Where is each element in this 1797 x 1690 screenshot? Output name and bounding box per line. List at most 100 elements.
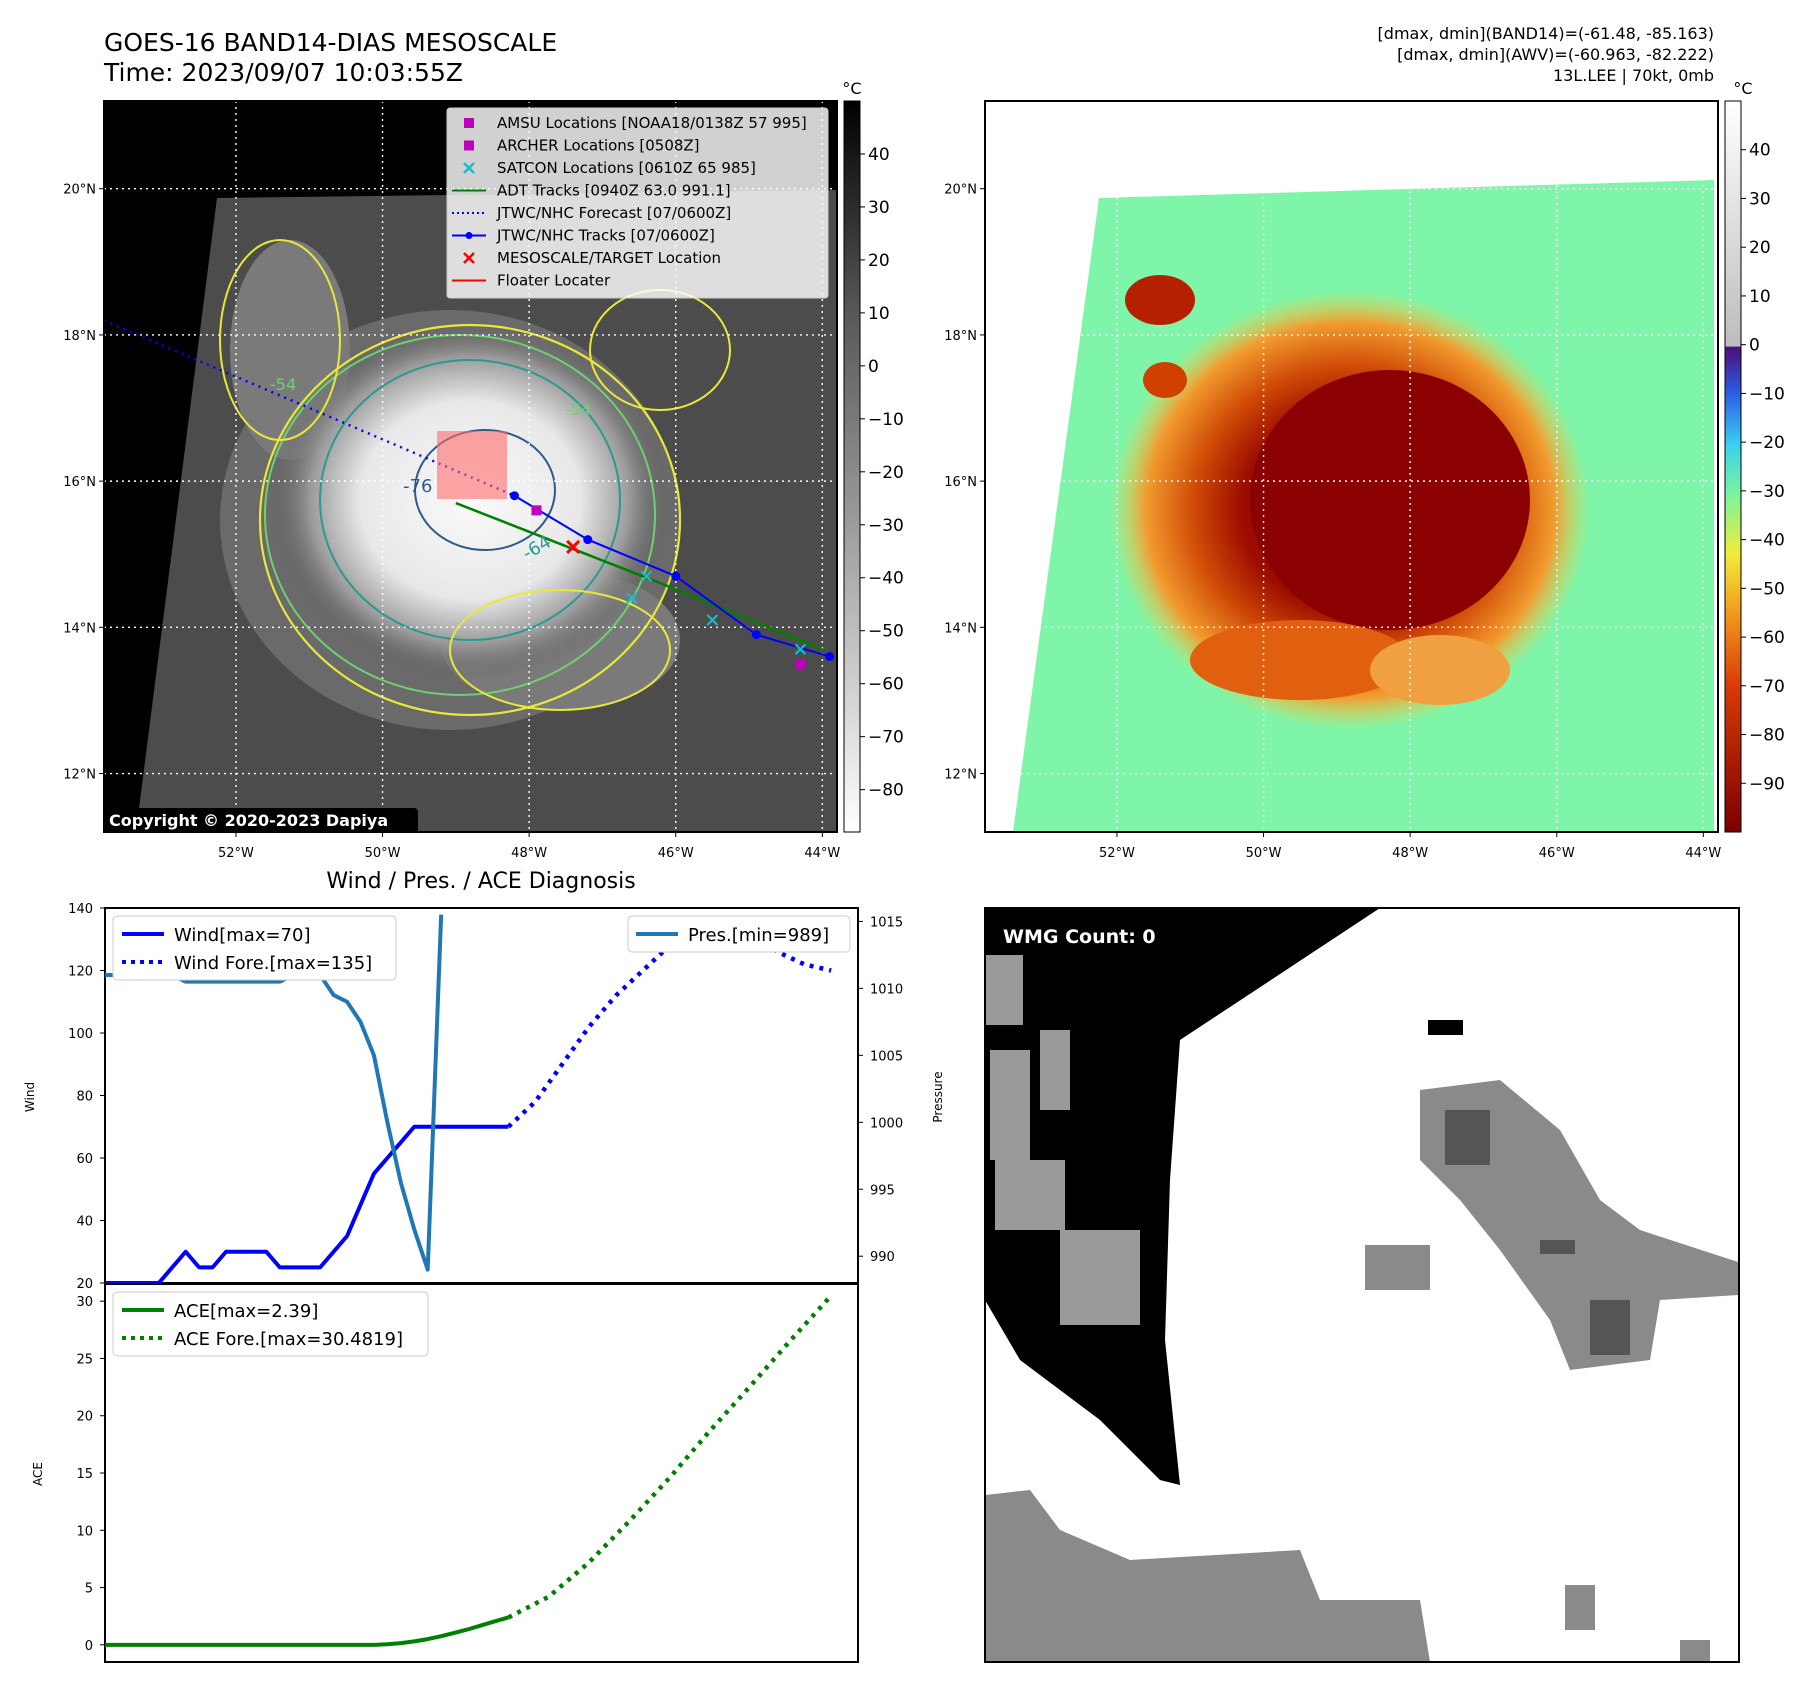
figure-time: Time: 2023/09/07 10:03:55Z [103, 58, 463, 87]
stats-band14: [dmax, dmin](BAND14)=(-61.48, -85.163) [1378, 24, 1714, 43]
ir-map-panel: -76 -64 -54 -54 AMSU Locations [NOAA18/0… [103, 100, 838, 833]
wmg-frame [984, 907, 1740, 1663]
wmg-black-region [985, 908, 1380, 1485]
legend-ace-text: ACE[max=2.39] [174, 1301, 318, 1322]
legend-marker-square [464, 140, 474, 151]
contour-76 [414, 429, 556, 551]
ace-chart-ytick-label: 0 [85, 1639, 93, 1654]
awv-colorbar-tick-label: 40 [1749, 141, 1771, 161]
wind-chart-ytick-label: 40 [76, 1215, 93, 1230]
awv-colorbar-tick-label: −50 [1749, 579, 1785, 599]
wind-chart-ytick-right-label: 995 [870, 1183, 895, 1198]
contour-label-54-b: -54 [270, 375, 296, 394]
contour-54-outer [258, 323, 682, 717]
legend-label: ADT Tracks [0940Z 63.0 991.1] [497, 182, 731, 200]
ir-colorbar: °C 40 30 20 10 0 −10 −20 −30 −40 −50 −60 −70 −80 [842, 79, 904, 833]
ace-chart-ytick-label: 30 [76, 1295, 93, 1310]
wmg-dark-2 [1590, 1300, 1630, 1355]
awv-colorbar-tick-label: −60 [1749, 628, 1785, 648]
wmg-dark-3 [1540, 1240, 1575, 1254]
wmg-dark-1 [1445, 1110, 1490, 1165]
ir-colorbar-tick-label: 0 [868, 357, 879, 377]
awv-map-axis-ticks: 52°W 50°W 48°W 46°W 44°W 20°N 18°N 16°N 14°N 12°N [944, 183, 1721, 861]
ir-colorbar-tick-label: 30 [868, 198, 890, 218]
satcon-marker [640, 570, 653, 582]
awv-colorbar-tick-label: −90 [1749, 774, 1785, 794]
wind-chart-ytick-right-label: 1010 [870, 982, 903, 997]
awv-map-lon-label: 52°W [1099, 846, 1135, 861]
ir-colorbar-tick-label: −80 [868, 781, 904, 801]
wind-chart-ytick-label: 60 [76, 1152, 93, 1167]
ace-legend-box [112, 1291, 429, 1357]
wind-pres-chart: 140120100806040201015101010051000995990 … [23, 902, 945, 1292]
ir-map-lon-label: 52°W [218, 846, 254, 861]
jtwc-track-point [751, 630, 761, 640]
awv-band-south [1190, 620, 1410, 700]
legend-marker-x [463, 162, 475, 174]
awv-colorbar-unit: °C [1733, 79, 1752, 98]
legend-label: AMSU Locations [NOAA18/0138Z 57 995] [497, 114, 807, 132]
awv-colorbar-tick-label: −70 [1749, 677, 1785, 697]
ir-colorbar-bar [843, 100, 861, 833]
awv-colorbar-tick-label: 10 [1749, 287, 1771, 307]
contour-label-54-a: -54 [565, 400, 591, 419]
wmg-gray-west [1365, 1245, 1430, 1290]
satcon-marker [706, 614, 719, 626]
wind-legend-box [112, 915, 397, 981]
ir-map-lat-label: 18°N [63, 329, 96, 344]
ir-colorbar-tick-label: 40 [868, 145, 890, 165]
legend-marker-x [463, 252, 475, 264]
legend-marker-square [464, 118, 474, 128]
copyright-text: Copyright © 2020-2023 Dapiya [109, 811, 388, 830]
ace-chart: 30 25 20 15 10 5 0 ACE ACE[max=2.39] ACE Fore.… [31, 1283, 859, 1663]
wmg-black-blob [1428, 1020, 1463, 1035]
ir-colorbar-unit: °C [842, 79, 861, 98]
satcon-marker [626, 592, 638, 604]
legend-marker-dot [465, 232, 473, 239]
wmg-gray-4 [995, 1160, 1065, 1230]
amsu-marker [531, 505, 542, 516]
wmg-gray-2 [990, 1050, 1030, 1160]
wind-chart-ytick-label: 120 [68, 965, 93, 980]
awv-map-lon-label: 48°W [1392, 846, 1428, 861]
awv-colorbar-tick-label: −40 [1749, 531, 1785, 551]
contour-54-band [449, 589, 671, 711]
legend-label: MESOSCALE/TARGET Location [497, 249, 721, 267]
adt-track [455, 501, 823, 651]
awv-band-west-2 [1143, 362, 1187, 398]
awv-map-lat-label: 12°N [944, 768, 977, 783]
pres-legend-box [627, 915, 851, 953]
figure-title: GOES-16 BAND14-DIAS MESOSCALE [104, 28, 557, 57]
archer-marker [795, 658, 806, 669]
ace-chart-ytick-label: 10 [76, 1524, 93, 1539]
wind-chart-ytick-label: 80 [76, 1090, 93, 1105]
awv-colorbar: °C 40 30 20 10 0 −10 −20 −30 −40 −50 −60 −70 −80 −90 [1724, 79, 1785, 833]
wmg-label: WMG Count: 0 [1003, 926, 1156, 948]
awv-storm-core [1250, 370, 1530, 630]
awv-band-east [1370, 635, 1510, 705]
wind-chart-ytick-label: 140 [68, 902, 93, 917]
ace-chart-ytick-label: 5 [85, 1582, 93, 1597]
contour-64 [319, 359, 621, 641]
awv-colorbar-tick-label: 0 [1749, 336, 1760, 356]
pressure-y-label: Pressure [931, 1071, 945, 1122]
ir-colorbar-tick-label: −60 [868, 675, 904, 695]
awv-colorbar-tick-label: −20 [1749, 433, 1785, 453]
ir-map-lat-label: 20°N [63, 183, 96, 198]
awv-map-lat-label: 16°N [944, 475, 977, 490]
legend-box [446, 107, 829, 299]
ace-chart-series-line [105, 1615, 509, 1647]
ace-chart-ytick-label: 20 [76, 1410, 93, 1425]
awv-colorbar-tick-label: 30 [1749, 189, 1771, 209]
ir-map-lon-label: 50°W [365, 846, 401, 861]
wmg-label-box [993, 920, 1178, 954]
awv-band-west-1 [1125, 275, 1195, 325]
legend-wind-fore-text: Wind Fore.[max=135] [174, 953, 372, 974]
diagnosis-title: Wind / Pres. / ACE Diagnosis [326, 869, 635, 894]
wmg-gray-se-1 [1565, 1585, 1595, 1630]
ir-map-frame [103, 100, 838, 833]
awv-map-lon-label: 44°W [1685, 846, 1721, 861]
wind-chart-ytick-right-label: 990 [870, 1250, 895, 1265]
awv-colorbar-bar [1724, 100, 1742, 833]
